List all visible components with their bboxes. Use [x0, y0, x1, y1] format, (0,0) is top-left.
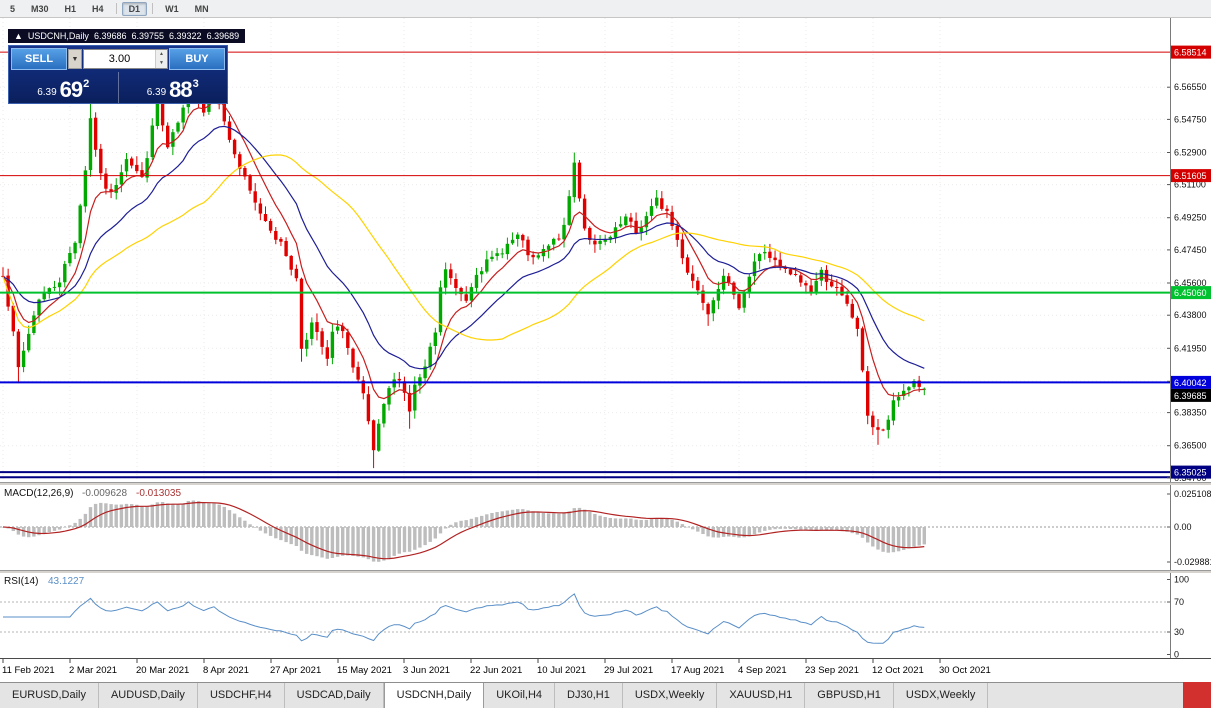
timeframe-button-m30[interactable]: M30 — [31, 3, 49, 14]
timeframe-button-mn[interactable]: MN — [194, 3, 209, 14]
quote-high: 6.39755 — [131, 31, 165, 41]
timeframe-toolbar: 5 M30 H1 H4 D1 W1 MN — [0, 0, 1211, 18]
overlapping-window-fragment — [1183, 682, 1211, 708]
symbol-name: USDCNH,Daily — [27, 31, 89, 41]
svg-text:6.47450: 6.47450 — [1174, 245, 1207, 255]
svg-text:6.54750: 6.54750 — [1174, 114, 1207, 124]
one-click-trading-panel: SELL ▼ 3.00 ▲ ▼ BUY 6.39 69 2 6.39 88 3 — [8, 45, 228, 104]
quote-bar: ▲ USDCNH,Daily 6.39686 6.39755 6.39322 6… — [8, 29, 246, 43]
chart-tab-0-eurusd-daily[interactable]: EURUSD,Daily — [0, 683, 99, 708]
timeframe-button-w1[interactable]: W1 — [165, 3, 179, 14]
timeframe-button-h4[interactable]: H4 — [92, 3, 104, 14]
svg-text:100: 100 — [1174, 575, 1189, 585]
svg-text:27 Apr 2021: 27 Apr 2021 — [270, 665, 321, 676]
time-axis[interactable]: 11 Feb 2021 2 Mar 2021 20 Mar 2021 8 Apr 20… — [0, 658, 1211, 682]
svg-text:8 Apr 2021: 8 Apr 2021 — [203, 665, 249, 676]
svg-text:22 Jun 2021: 22 Jun 2021 — [470, 665, 522, 676]
svg-text:-0.029881: -0.029881 — [1174, 557, 1211, 567]
svg-text:RSI(14): RSI(14) — [4, 576, 38, 587]
chart-tab-9-gbpusd-h1[interactable]: GBPUSD,H1 — [805, 683, 894, 708]
svg-text:0: 0 — [1174, 650, 1179, 659]
svg-text:17 Aug 2021: 17 Aug 2021 — [671, 665, 724, 676]
spin-up-icon[interactable]: ▲ — [156, 50, 167, 59]
svg-text:29 Jul 2021: 29 Jul 2021 — [604, 665, 653, 676]
chart-tab-3-usdcad-daily[interactable]: USDCAD,Daily — [285, 683, 384, 708]
volume-spinner[interactable]: ▲ ▼ — [155, 50, 167, 68]
svg-text:6.35025: 6.35025 — [1174, 468, 1207, 478]
spin-down-icon[interactable]: ▼ — [156, 59, 167, 68]
chart-tab-5-ukoil-h4[interactable]: UKOil,H4 — [484, 683, 556, 708]
svg-text:2 Mar 2021: 2 Mar 2021 — [69, 665, 117, 676]
toolbar-separator — [115, 3, 117, 14]
svg-text:30: 30 — [1174, 627, 1184, 637]
svg-text:4 Sep 2021: 4 Sep 2021 — [738, 665, 787, 676]
svg-text:6.41950: 6.41950 — [1174, 343, 1207, 353]
svg-text:0.025108: 0.025108 — [1174, 489, 1211, 499]
svg-text:6.52900: 6.52900 — [1174, 148, 1207, 158]
svg-text:43.1227: 43.1227 — [48, 576, 85, 587]
main-chart-canvas[interactable]: 6.56550 6.54750 6.52900 6.51100 6.49250 6.474… — [0, 18, 1211, 482]
svg-text:3 Jun 2021: 3 Jun 2021 — [403, 665, 450, 676]
chart-tab-6-dj30-h1[interactable]: DJ30,H1 — [555, 683, 623, 708]
svg-text:MACD(12,26,9): MACD(12,26,9) — [4, 488, 73, 499]
svg-text:0.00: 0.00 — [1174, 522, 1192, 532]
symbol-arrow-icon: ▲ — [14, 31, 23, 41]
svg-text:20 Mar 2021: 20 Mar 2021 — [136, 665, 189, 676]
svg-text:6.45060: 6.45060 — [1174, 288, 1207, 298]
chart-tab-2-usdchf-h4[interactable]: USDCHF,H4 — [198, 683, 285, 708]
sell-price-prefix: 6.39 — [37, 87, 57, 98]
svg-text:6.58514: 6.58514 — [1174, 48, 1207, 58]
svg-text:6.36500: 6.36500 — [1174, 441, 1207, 451]
timeframe-button-5[interactable]: 5 — [10, 3, 16, 14]
quote-open: 6.39686 — [93, 31, 127, 41]
svg-text:6.56550: 6.56550 — [1174, 82, 1207, 92]
svg-text:6.40042: 6.40042 — [1174, 378, 1207, 388]
panel-splitter[interactable] — [0, 482, 1211, 485]
sell-button[interactable]: SELL — [11, 48, 67, 70]
macd-indicator-canvas[interactable]: 0.025108 0.00 -0.029881 MACD(12,26,9) -0.009… — [0, 485, 1211, 570]
chart-tab-7-usdx-weekly[interactable]: USDX,Weekly — [623, 683, 718, 708]
buy-price-display[interactable]: 6.39 88 3 — [117, 72, 228, 103]
svg-text:6.49250: 6.49250 — [1174, 213, 1207, 223]
svg-text:30 Oct 2021: 30 Oct 2021 — [939, 665, 991, 676]
buy-price-prefix: 6.39 — [146, 87, 167, 98]
timeframe-button-d1[interactable]: D1 — [121, 1, 148, 16]
svg-text:10 Jul 2021: 10 Jul 2021 — [537, 665, 586, 676]
chart-tab-4-usdcnh-daily[interactable]: USDCNH,Daily — [383, 683, 485, 708]
svg-text:12 Oct 2021: 12 Oct 2021 — [872, 665, 924, 676]
sell-price-point: 2 — [83, 78, 90, 90]
chart-tab-bar: EURUSD,Daily AUDUSD,Daily USDCHF,H4 USDCAD,… — [0, 682, 1211, 708]
panel-splitter[interactable] — [0, 570, 1211, 573]
buy-price-point: 3 — [192, 78, 199, 90]
svg-text:6.38350: 6.38350 — [1174, 408, 1207, 418]
svg-text:6.45600: 6.45600 — [1174, 278, 1207, 288]
sell-price-pips: 69 — [59, 77, 84, 102]
chart-tab-1-audusd-daily[interactable]: AUDUSD,Daily — [99, 683, 198, 708]
svg-text:70: 70 — [1174, 597, 1184, 607]
buy-price-pips: 88 — [169, 77, 193, 102]
svg-text:-0.013035: -0.013035 — [136, 488, 181, 499]
chart-tab-10-usdx-weekly[interactable]: USDX,Weekly — [894, 683, 989, 708]
svg-text:-0.009628: -0.009628 — [82, 488, 127, 499]
svg-text:15 May 2021: 15 May 2021 — [337, 665, 392, 676]
svg-text:6.43800: 6.43800 — [1174, 310, 1207, 320]
svg-text:23 Sep 2021: 23 Sep 2021 — [805, 665, 859, 676]
chevron-down-icon: ▼ — [71, 56, 79, 63]
volume-dropdown-button[interactable]: ▼ — [68, 49, 82, 69]
svg-text:6.51100: 6.51100 — [1174, 180, 1206, 190]
chart-tab-8-xauusd-h1[interactable]: XAUUSD,H1 — [717, 683, 806, 708]
timeframe-button-h1[interactable]: H1 — [64, 3, 77, 14]
toolbar-separator — [152, 3, 154, 14]
volume-value: 3.00 — [108, 53, 131, 65]
volume-input[interactable]: 3.00 ▲ ▼ — [83, 49, 168, 69]
svg-text:6.39685: 6.39685 — [1174, 391, 1207, 401]
quote-close: 6.39689 — [206, 31, 240, 41]
quote-low: 6.39322 — [169, 31, 202, 41]
svg-text:11 Feb 2021: 11 Feb 2021 — [2, 665, 55, 676]
rsi-indicator-canvas[interactable]: 100 70 30 0 RSI(14) 43.1227 — [0, 573, 1211, 658]
sell-price-display[interactable]: 6.39 69 2 — [9, 72, 118, 103]
buy-button[interactable]: BUY — [169, 48, 225, 70]
svg-text:6.51605: 6.51605 — [1174, 171, 1207, 181]
